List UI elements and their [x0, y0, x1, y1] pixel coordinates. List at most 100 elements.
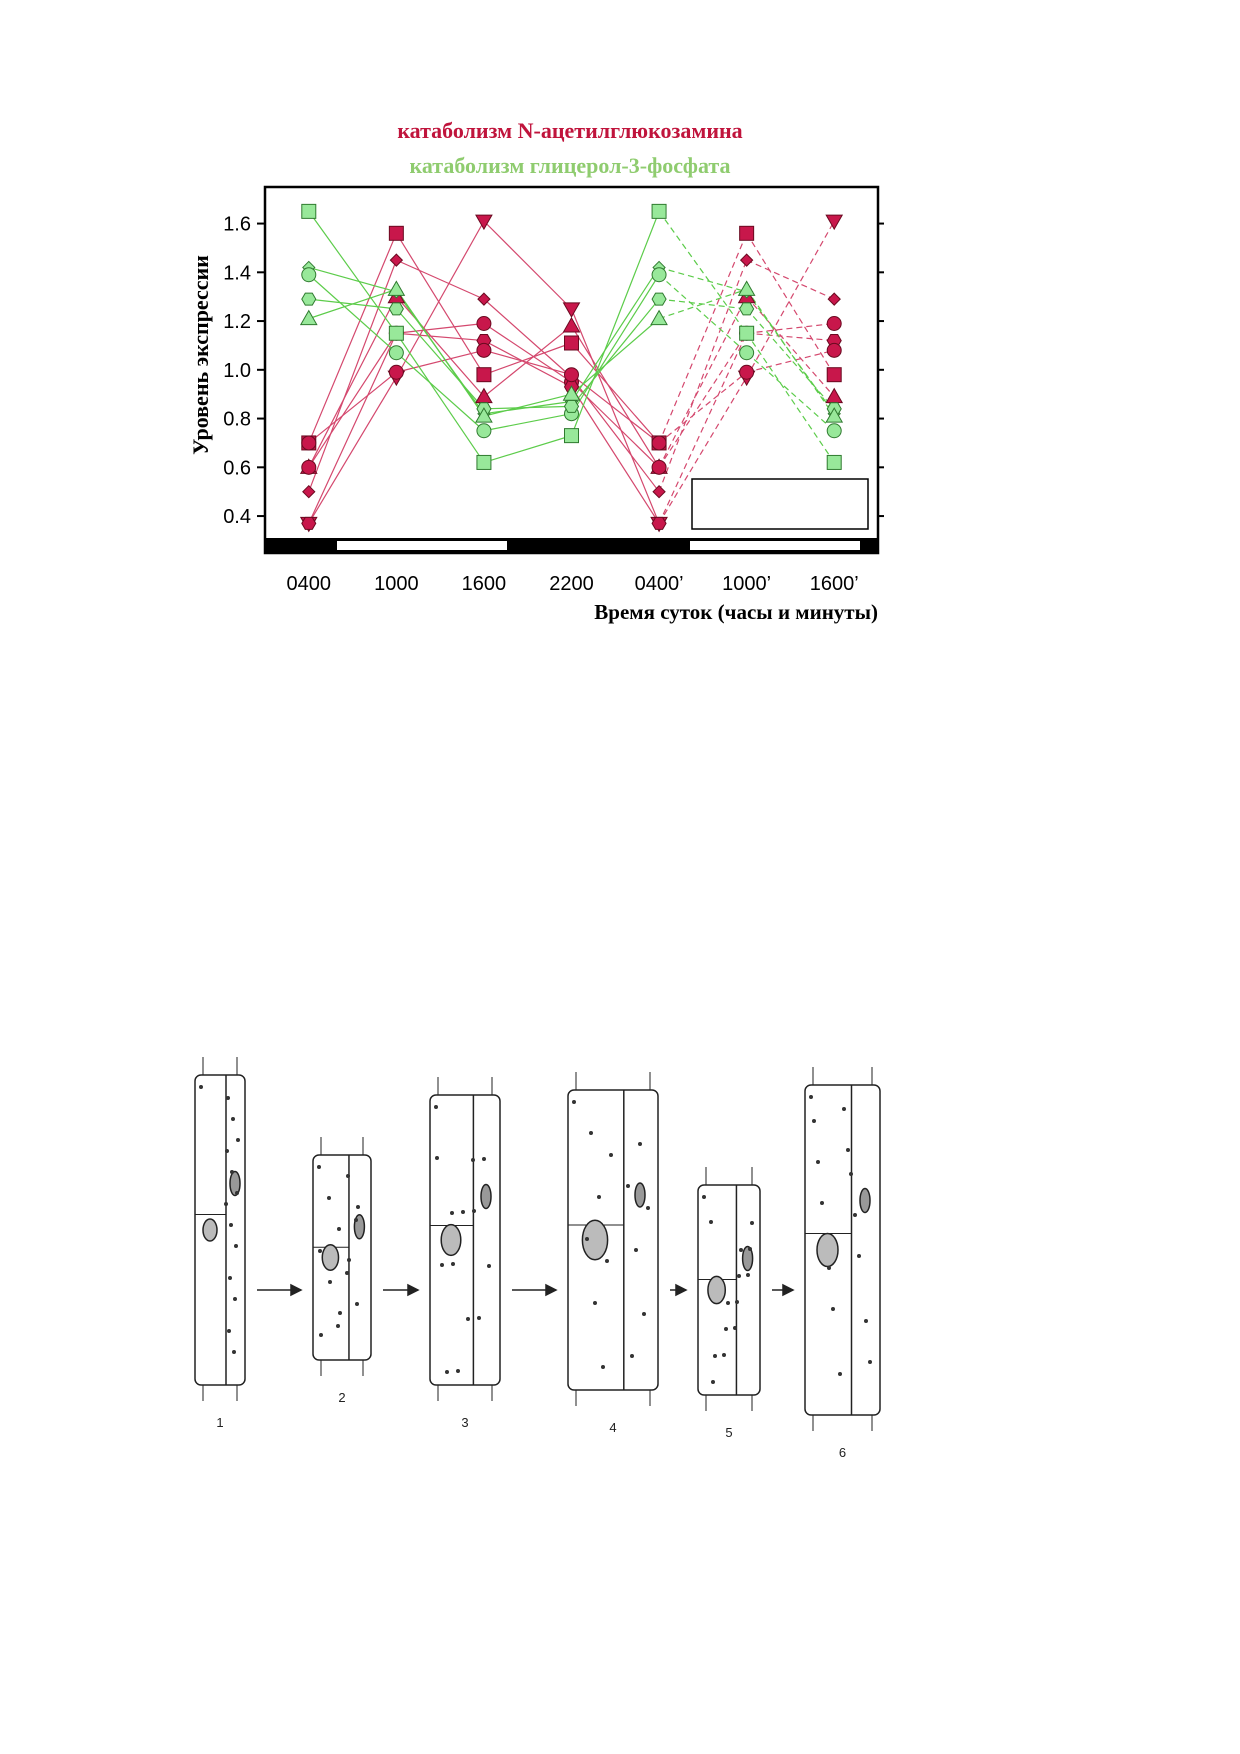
marker — [302, 484, 316, 499]
granule — [748, 1247, 752, 1251]
granule — [609, 1153, 613, 1157]
marker — [299, 309, 318, 326]
marker — [825, 214, 844, 231]
granule — [827, 1266, 831, 1270]
series-segment — [746, 349, 835, 373]
granule — [711, 1380, 715, 1384]
granule — [746, 1273, 750, 1277]
granule — [319, 1333, 323, 1337]
marker — [301, 435, 317, 451]
granule — [593, 1301, 597, 1305]
granule — [868, 1360, 872, 1364]
granule — [842, 1107, 846, 1111]
cell-outline — [567, 1089, 659, 1391]
marker — [562, 302, 581, 318]
series-segment — [658, 259, 748, 492]
granule — [466, 1317, 470, 1321]
granule — [451, 1262, 455, 1266]
x-tick-label: 1600’ — [810, 573, 859, 595]
granule — [812, 1119, 816, 1123]
series-segment — [746, 322, 835, 334]
cell-outline — [804, 1084, 881, 1416]
arrow-head — [675, 1283, 688, 1297]
granule — [229, 1223, 233, 1227]
marker — [477, 292, 491, 306]
series-segment — [483, 393, 572, 417]
granule — [337, 1227, 341, 1231]
granule — [638, 1142, 642, 1146]
marker — [739, 225, 755, 241]
series-segment — [658, 233, 748, 444]
marker — [388, 225, 404, 241]
granule — [733, 1326, 737, 1330]
y-tick-label: 1.6 — [223, 214, 251, 236]
series-segment — [571, 342, 660, 444]
granule — [646, 1206, 650, 1210]
marker — [388, 325, 404, 341]
granule — [338, 1311, 342, 1315]
cell-outline — [697, 1184, 761, 1396]
figure-label: 1 — [216, 1415, 223, 1430]
nucleus — [816, 1232, 839, 1268]
marker — [825, 407, 844, 423]
series-segment — [746, 296, 835, 398]
marker — [476, 342, 492, 358]
granule — [605, 1259, 609, 1263]
series-segment — [571, 374, 660, 444]
cell-outline — [429, 1094, 501, 1386]
marker — [476, 423, 492, 439]
marker — [387, 280, 406, 296]
series-segment — [396, 322, 484, 334]
arrow-head — [545, 1283, 558, 1297]
nucleus — [859, 1187, 871, 1214]
series-segment — [395, 308, 485, 410]
arrow-head — [407, 1283, 420, 1297]
arrow-head — [782, 1283, 795, 1297]
nucleus — [741, 1245, 754, 1272]
y-tick-label: 0.6 — [223, 457, 251, 479]
granule — [471, 1158, 475, 1162]
granule — [235, 1191, 239, 1195]
granule — [232, 1350, 236, 1354]
marker — [475, 214, 493, 231]
series-segment — [396, 259, 485, 300]
series-segment — [571, 318, 660, 395]
granule — [445, 1370, 449, 1374]
marker — [826, 342, 842, 358]
granule — [347, 1258, 351, 1262]
granule — [472, 1209, 476, 1213]
series-segment — [658, 296, 748, 468]
series-segment — [308, 371, 397, 444]
marker — [826, 367, 842, 383]
granule — [739, 1248, 743, 1252]
granule — [722, 1353, 726, 1357]
marker — [301, 292, 317, 306]
series-segment — [746, 332, 835, 463]
granule — [450, 1211, 454, 1215]
y-tick-label: 1.0 — [223, 360, 251, 382]
granule — [809, 1095, 813, 1099]
nucleus — [480, 1183, 492, 1210]
series-segment — [571, 298, 660, 407]
series-segment — [483, 340, 572, 388]
granule — [354, 1218, 358, 1222]
granule — [318, 1249, 322, 1253]
series-segment — [395, 296, 485, 398]
granule — [434, 1105, 438, 1109]
series-segment — [308, 296, 397, 468]
marker — [475, 407, 493, 423]
granule — [456, 1369, 460, 1373]
series-segment — [570, 386, 660, 524]
series-segment — [483, 325, 572, 398]
cell-outline — [194, 1074, 246, 1386]
granule — [572, 1100, 576, 1104]
granule — [849, 1172, 853, 1176]
granule — [630, 1354, 634, 1358]
marker — [389, 253, 404, 267]
granule — [317, 1165, 321, 1169]
marker — [826, 316, 842, 331]
marker — [301, 203, 317, 219]
series-segment — [483, 342, 572, 376]
granule — [346, 1174, 350, 1178]
x-tick-label: 0400 — [287, 573, 332, 595]
